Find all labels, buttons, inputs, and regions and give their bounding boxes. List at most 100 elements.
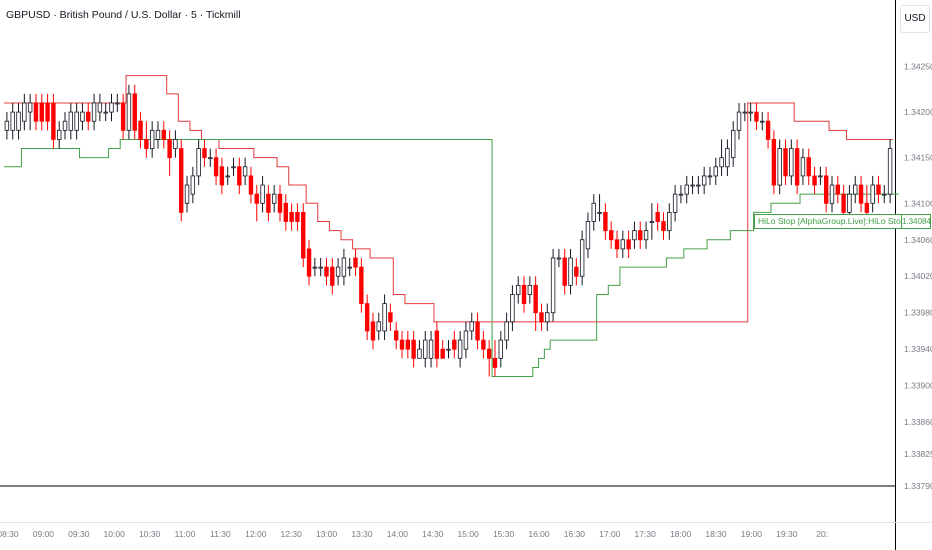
candle[interactable] (80, 102, 85, 131)
candle[interactable] (620, 230, 626, 258)
candle[interactable] (882, 185, 887, 204)
candle[interactable] (97, 93, 103, 122)
candle[interactable] (22, 93, 27, 131)
candle[interactable] (161, 121, 166, 149)
candle[interactable] (794, 139, 800, 195)
candle[interactable] (608, 221, 614, 249)
candle[interactable] (434, 321, 440, 368)
candle[interactable] (196, 139, 201, 186)
candle[interactable] (242, 157, 248, 186)
candle[interactable] (713, 157, 718, 186)
candle[interactable] (27, 93, 33, 131)
candle[interactable] (684, 175, 689, 204)
candle[interactable] (649, 203, 655, 240)
candle[interactable] (550, 248, 556, 322)
candle[interactable] (388, 303, 393, 331)
candle[interactable] (353, 248, 358, 277)
candle[interactable] (504, 312, 509, 350)
candle[interactable] (742, 102, 748, 122)
candle[interactable] (266, 185, 271, 222)
candle[interactable] (39, 93, 44, 131)
candle[interactable] (672, 185, 678, 222)
candle[interactable] (306, 239, 312, 286)
candle[interactable] (260, 175, 265, 213)
candle[interactable] (800, 148, 806, 186)
candle[interactable] (603, 203, 608, 240)
candle[interactable] (574, 258, 579, 286)
candle[interactable] (359, 258, 364, 313)
candle[interactable] (481, 330, 486, 359)
candle[interactable] (428, 330, 434, 368)
candle[interactable] (364, 294, 370, 341)
candle[interactable] (690, 175, 695, 195)
candle[interactable] (765, 112, 771, 149)
candle[interactable] (469, 312, 474, 341)
candle[interactable] (876, 175, 881, 204)
candle[interactable] (341, 248, 347, 286)
candle[interactable] (510, 285, 515, 331)
candle[interactable] (74, 102, 79, 140)
candle[interactable] (597, 194, 602, 222)
candle[interactable] (219, 157, 225, 195)
candle[interactable] (701, 166, 707, 195)
candle[interactable] (556, 248, 562, 268)
candle[interactable] (492, 340, 498, 377)
candle[interactable] (295, 203, 300, 231)
candle[interactable] (707, 166, 713, 186)
candle[interactable] (51, 93, 56, 149)
candle[interactable] (248, 166, 254, 204)
candle[interactable] (783, 139, 788, 186)
candle[interactable] (812, 166, 817, 195)
candle[interactable] (562, 248, 567, 295)
candle[interactable] (696, 175, 701, 195)
candle[interactable] (289, 203, 294, 231)
candle[interactable] (440, 340, 445, 359)
candle[interactable] (149, 121, 155, 158)
candle[interactable] (887, 139, 893, 204)
candle[interactable] (179, 139, 184, 222)
candle[interactable] (475, 312, 480, 350)
candle[interactable] (231, 157, 236, 176)
candle[interactable] (382, 294, 387, 341)
candles[interactable] (4, 84, 893, 377)
candle[interactable] (760, 112, 765, 131)
candle[interactable] (771, 130, 777, 195)
candle[interactable] (533, 276, 538, 331)
candle[interactable] (806, 148, 811, 186)
candle[interactable] (835, 175, 841, 204)
candle[interactable] (667, 203, 672, 240)
candle[interactable] (56, 121, 62, 149)
candle[interactable] (486, 340, 492, 377)
candle[interactable] (103, 102, 108, 122)
candle[interactable] (62, 112, 68, 140)
candle[interactable] (132, 84, 137, 140)
candle[interactable] (16, 102, 21, 140)
price-axis[interactable]: 1.34250 1.34200 1.34150 1.34100 1.34060 1.340… (904, 61, 932, 491)
candle[interactable] (632, 221, 637, 249)
candle[interactable] (638, 221, 643, 249)
candle[interactable] (591, 194, 596, 231)
candle[interactable] (731, 121, 736, 167)
candle[interactable] (539, 303, 544, 331)
candle[interactable] (45, 93, 50, 131)
candle[interactable] (655, 203, 660, 231)
candle[interactable] (498, 330, 503, 368)
candle[interactable] (370, 312, 376, 350)
candle[interactable] (254, 185, 259, 222)
candle[interactable] (777, 139, 782, 195)
candle[interactable] (225, 166, 230, 186)
candle[interactable] (115, 93, 120, 113)
candle[interactable] (330, 258, 335, 295)
candle[interactable] (10, 102, 15, 140)
candle[interactable] (394, 321, 399, 350)
candle[interactable] (271, 185, 277, 213)
candle[interactable] (568, 248, 573, 295)
candle[interactable] (585, 212, 591, 258)
candle[interactable] (173, 130, 178, 158)
candle[interactable] (818, 166, 823, 186)
candle[interactable] (516, 276, 521, 304)
candle[interactable] (213, 148, 219, 186)
candle[interactable] (754, 102, 759, 131)
candle[interactable] (725, 139, 730, 176)
candle[interactable] (829, 175, 835, 213)
